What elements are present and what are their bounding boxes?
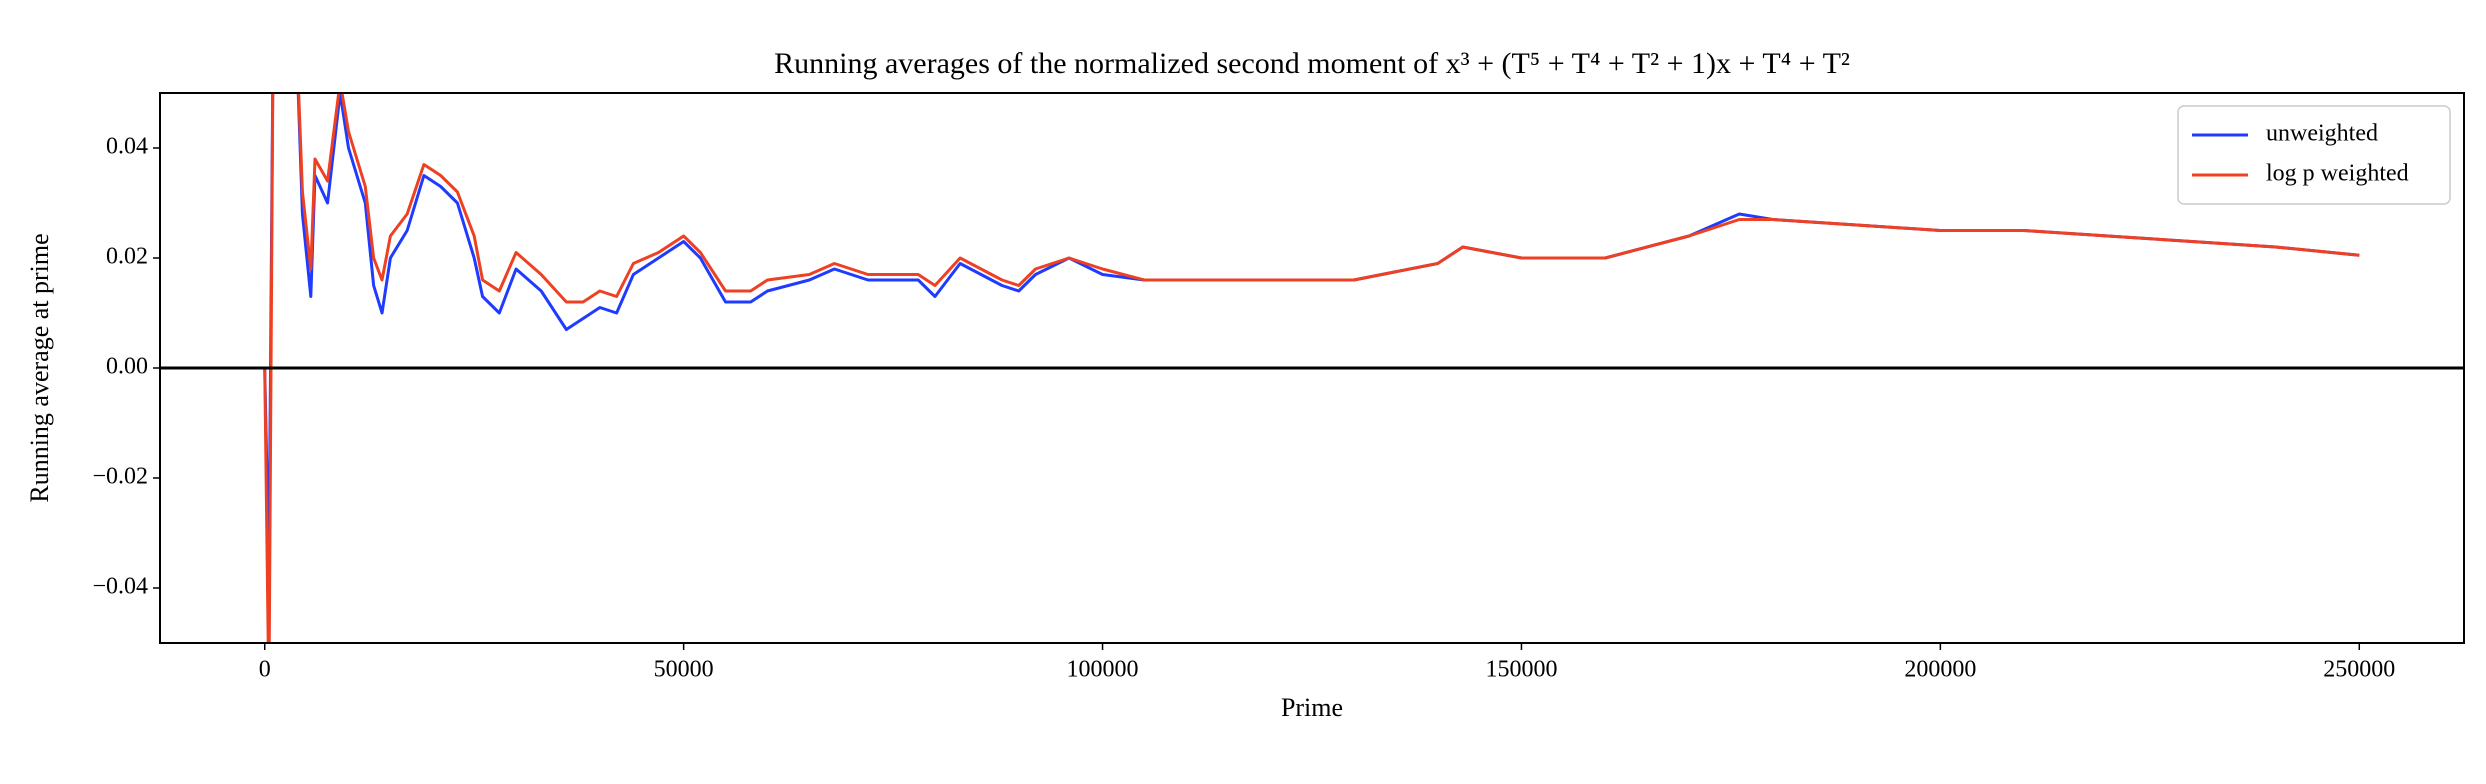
x-tick-label: 250000 xyxy=(2323,657,2395,683)
y-tick-label: −0.04 xyxy=(92,574,148,600)
data-line xyxy=(263,93,2360,643)
y-tick-label: 0.02 xyxy=(106,244,148,270)
y-tick-label: 0.04 xyxy=(106,134,148,160)
x-tick-label: 150000 xyxy=(1485,657,1557,683)
y-axis-label: Running average at prime xyxy=(25,233,54,502)
chart-title: Running averages of the normalized secon… xyxy=(774,47,1850,80)
x-tick-label: 50000 xyxy=(654,657,714,683)
y-tick-label: 0.00 xyxy=(106,354,148,380)
legend-label: unweighted xyxy=(2266,121,2378,147)
plot-area xyxy=(160,93,2464,643)
x-tick-label: 0 xyxy=(259,657,271,683)
legend: unweighted log p weighted xyxy=(2177,105,2451,205)
x-tick-label: 200000 xyxy=(1904,657,1976,683)
x-axis-label: Prime xyxy=(1281,693,1343,722)
legend-label: log p weighted xyxy=(2266,161,2409,187)
x-tick-label: 100000 xyxy=(1067,657,1139,683)
legend-box xyxy=(2177,105,2451,205)
y-tick-label: −0.02 xyxy=(92,464,148,490)
